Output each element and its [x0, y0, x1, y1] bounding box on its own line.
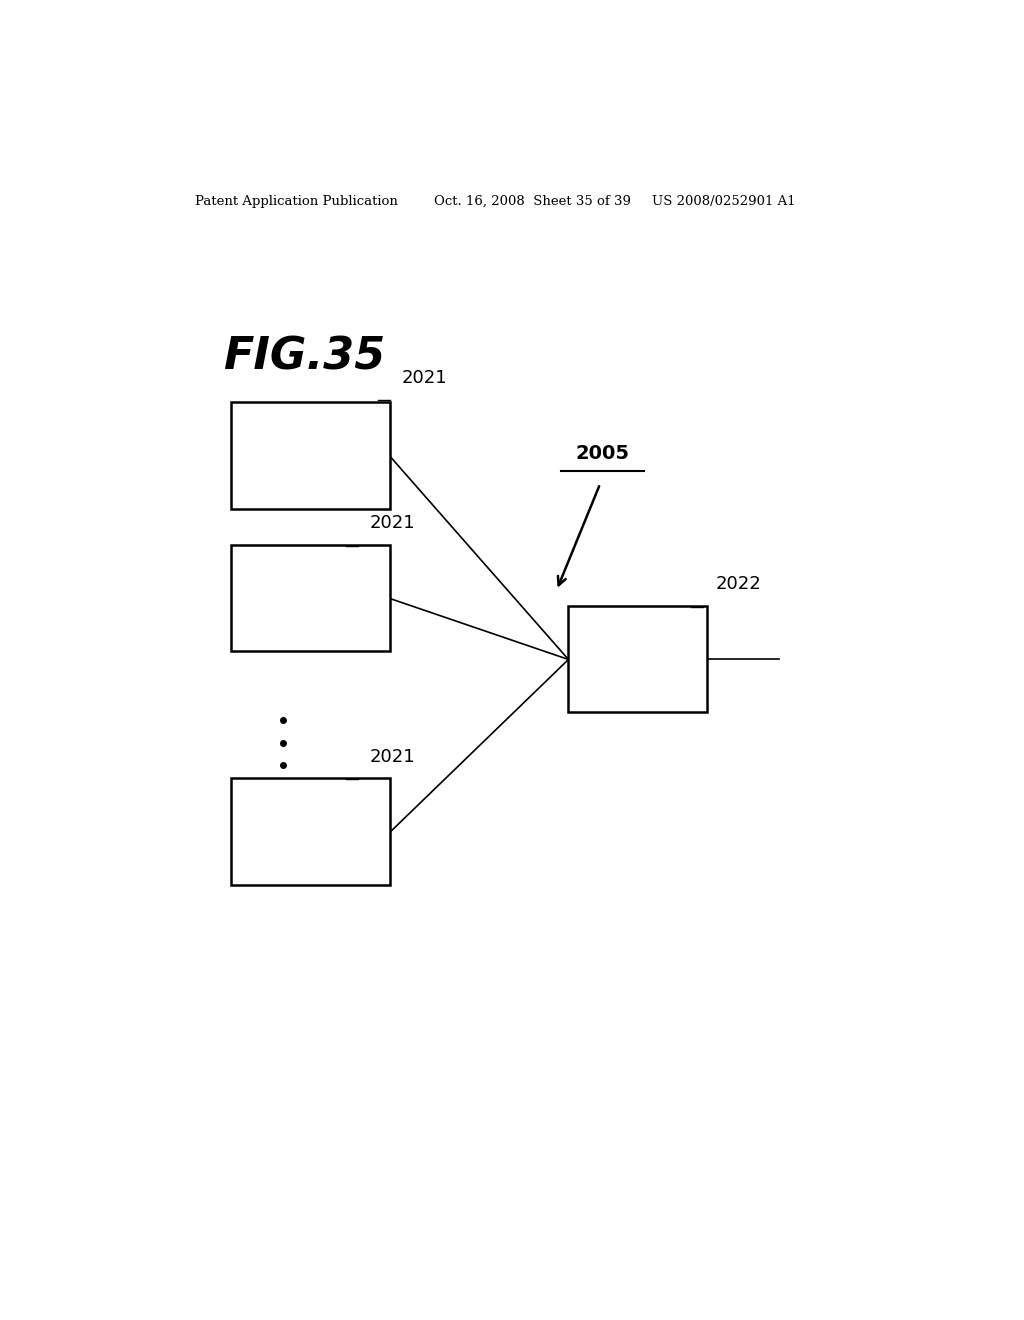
Text: Patent Application Publication: Patent Application Publication — [196, 194, 398, 207]
Bar — [231, 403, 390, 510]
Text: 2021: 2021 — [401, 370, 447, 387]
Text: 2022: 2022 — [715, 576, 761, 594]
Text: US 2008/0252901 A1: US 2008/0252901 A1 — [652, 194, 796, 207]
Bar — [231, 545, 390, 651]
Text: 2021: 2021 — [370, 515, 416, 532]
Text: 2005: 2005 — [575, 445, 630, 463]
Bar — [231, 779, 390, 886]
Text: Oct. 16, 2008  Sheet 35 of 39: Oct. 16, 2008 Sheet 35 of 39 — [433, 194, 631, 207]
Text: 2021: 2021 — [370, 748, 416, 766]
Text: FIG.35: FIG.35 — [223, 335, 385, 378]
Bar — [568, 606, 708, 713]
